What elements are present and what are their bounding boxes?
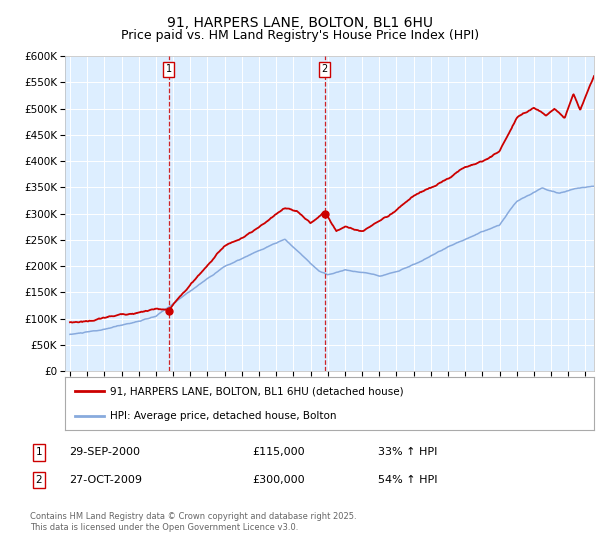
Text: HPI: Average price, detached house, Bolton: HPI: Average price, detached house, Bolt… xyxy=(110,410,336,421)
Text: Contains HM Land Registry data © Crown copyright and database right 2025.
This d: Contains HM Land Registry data © Crown c… xyxy=(30,512,356,532)
Text: 33% ↑ HPI: 33% ↑ HPI xyxy=(378,447,437,458)
Text: 27-OCT-2009: 27-OCT-2009 xyxy=(69,475,142,485)
Text: 54% ↑ HPI: 54% ↑ HPI xyxy=(378,475,437,485)
Text: £300,000: £300,000 xyxy=(252,475,305,485)
Text: 2: 2 xyxy=(322,64,328,74)
Text: 91, HARPERS LANE, BOLTON, BL1 6HU (detached house): 91, HARPERS LANE, BOLTON, BL1 6HU (detac… xyxy=(110,386,403,396)
Text: £115,000: £115,000 xyxy=(252,447,305,458)
Text: 1: 1 xyxy=(166,64,172,74)
Text: Price paid vs. HM Land Registry's House Price Index (HPI): Price paid vs. HM Land Registry's House … xyxy=(121,29,479,42)
Text: 1: 1 xyxy=(35,447,43,458)
Text: 29-SEP-2000: 29-SEP-2000 xyxy=(69,447,140,458)
Text: 91, HARPERS LANE, BOLTON, BL1 6HU: 91, HARPERS LANE, BOLTON, BL1 6HU xyxy=(167,16,433,30)
Text: 2: 2 xyxy=(35,475,43,485)
